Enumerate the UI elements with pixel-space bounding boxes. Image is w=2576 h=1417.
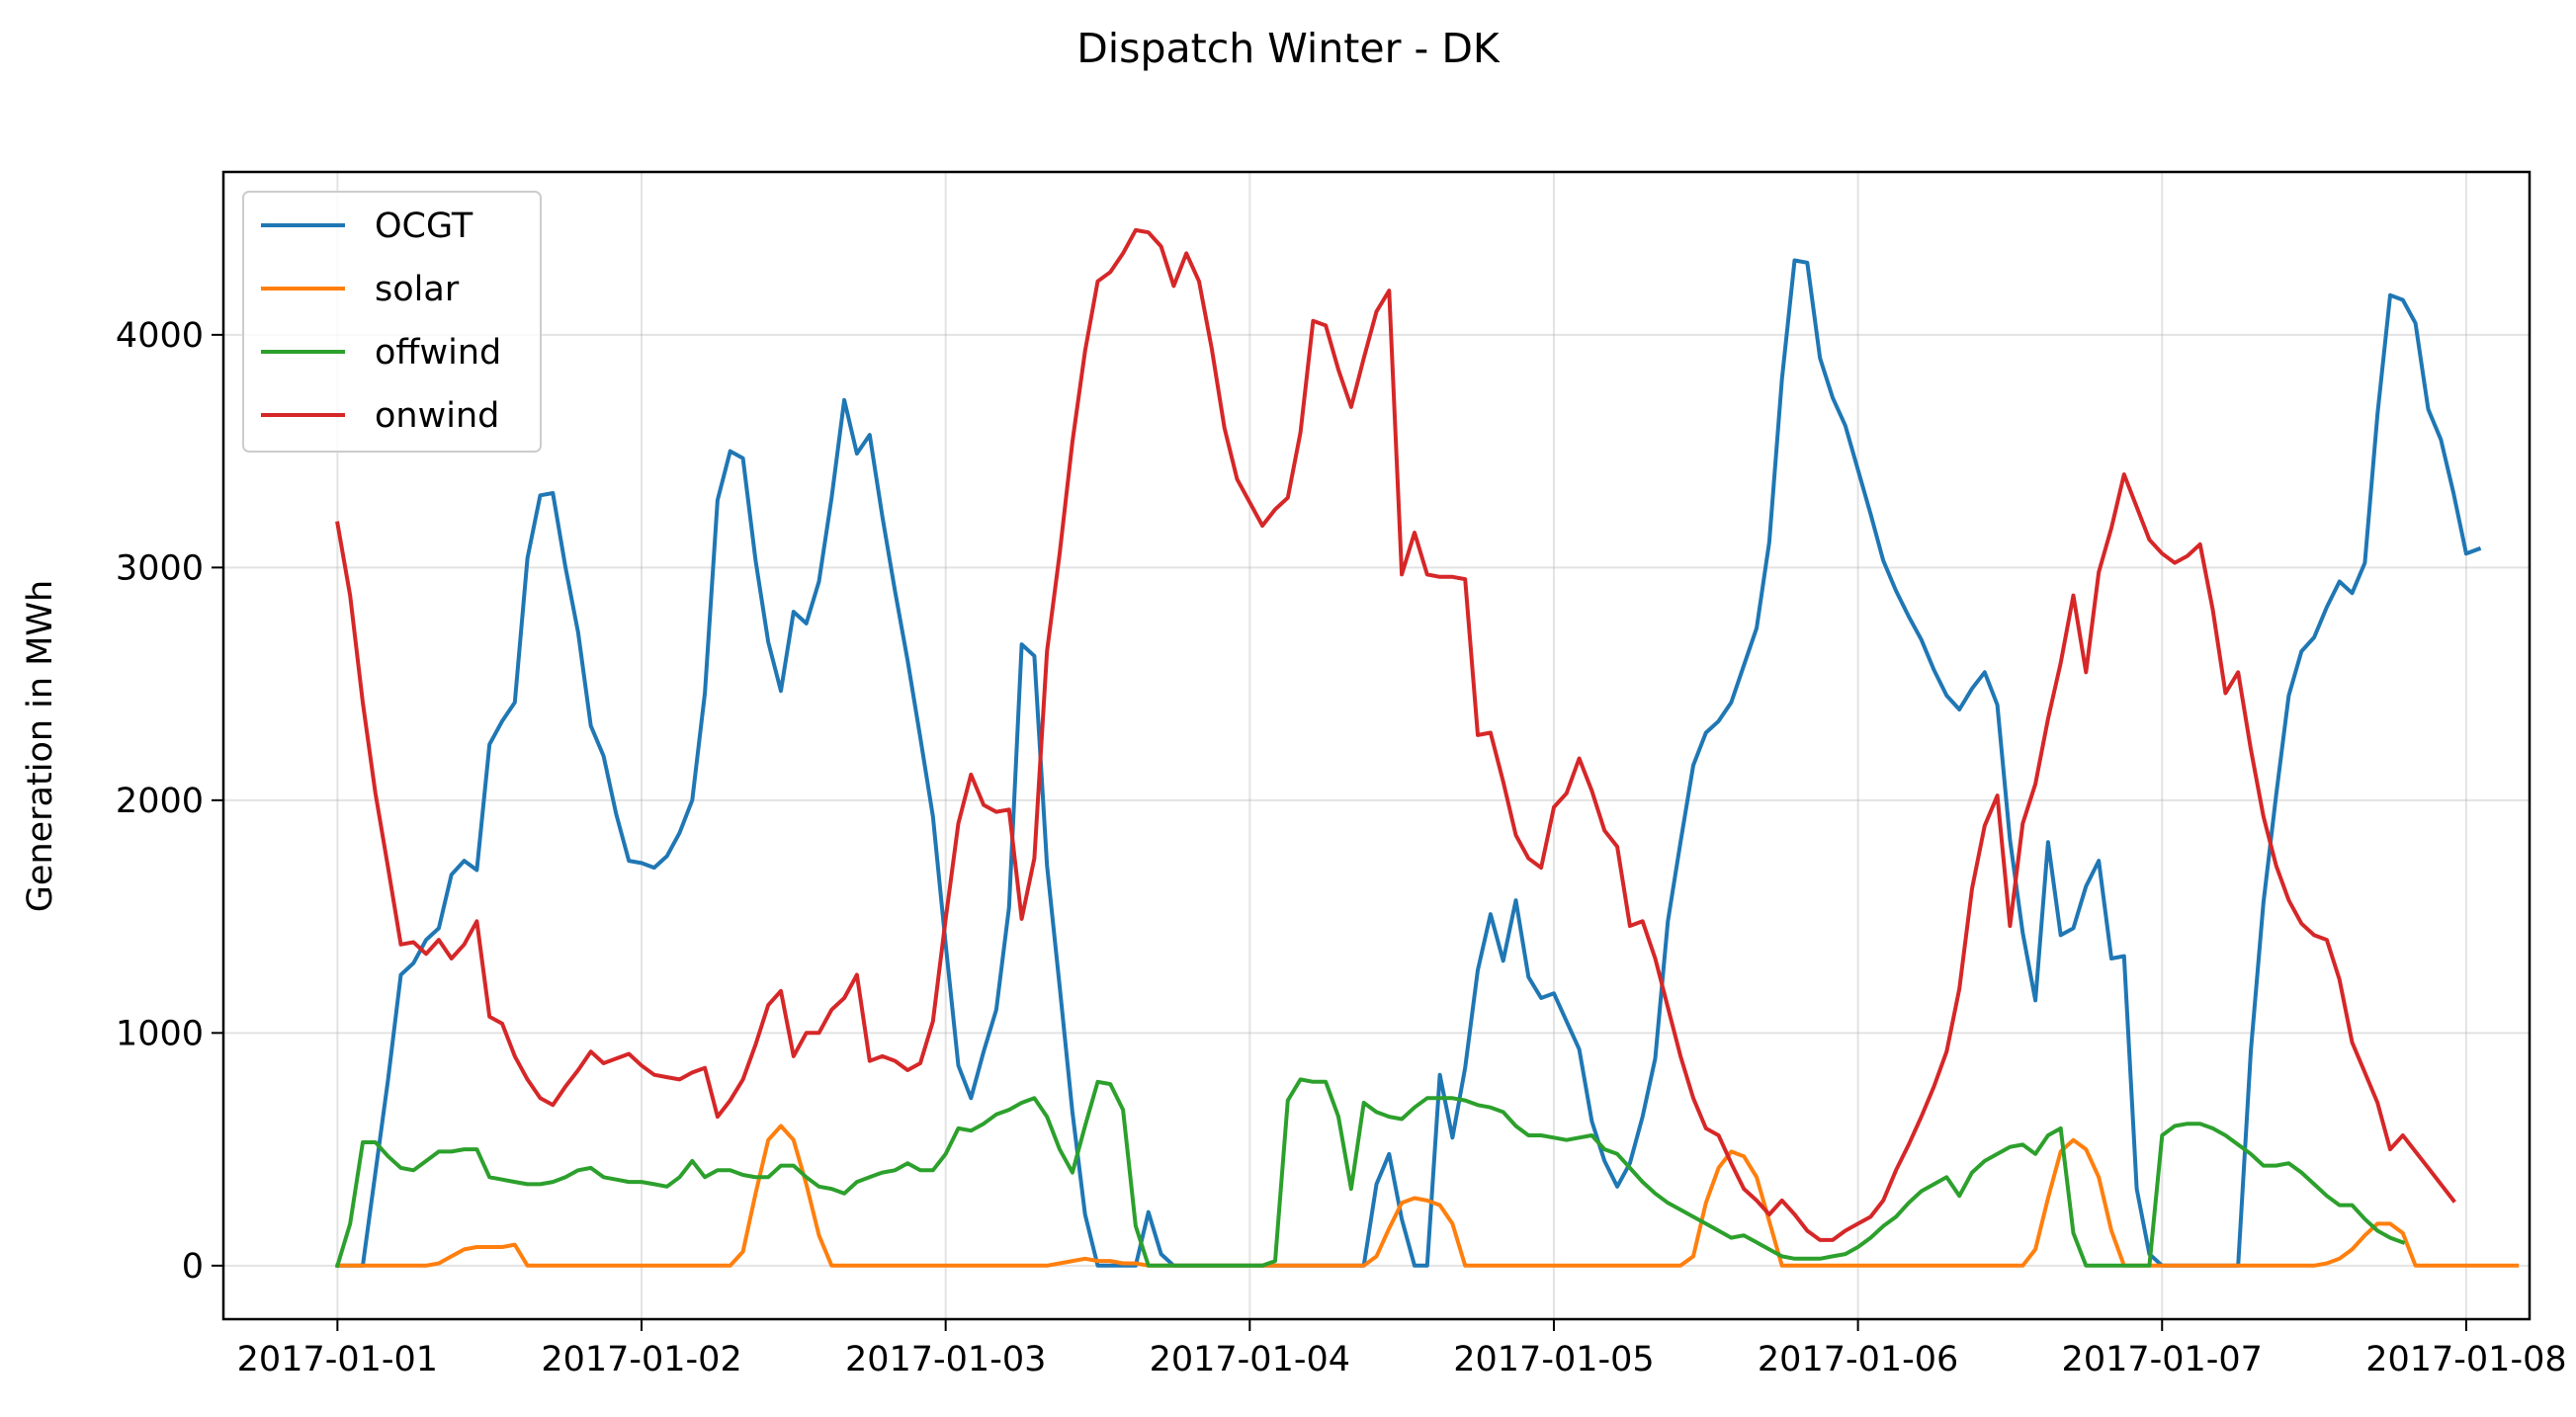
- axis-ticks: 2017-01-01 2017-01-02 2017-01-03 2017-01-04…: [116, 316, 2567, 1379]
- series-line-offwind: [334, 1077, 2406, 1269]
- y-tick-label: 2000: [116, 782, 204, 821]
- x-tick-label: 2017-01-01: [237, 1340, 438, 1379]
- legend-label-offwind: offwind: [375, 333, 501, 373]
- series-line-onwind: [335, 227, 2456, 1242]
- y-tick-label: 4000: [116, 316, 204, 356]
- x-tick-label: 2017-01-03: [845, 1340, 1046, 1379]
- y-tick-label: 1000: [116, 1014, 204, 1053]
- legend-box: [242, 191, 542, 453]
- x-tick-label: 2017-01-06: [1758, 1340, 1958, 1379]
- legend-label-ocgt: OCGT: [375, 207, 473, 246]
- legend-label-solar: solar: [375, 270, 460, 309]
- x-tick-label: 2017-01-04: [1150, 1340, 1350, 1379]
- series-lines: [334, 227, 2520, 1269]
- x-tick-label: 2017-01-08: [2365, 1340, 2566, 1379]
- x-tick-label: 2017-01-02: [541, 1340, 741, 1379]
- chart-title: Dispatch Winter - DK: [1076, 25, 1501, 72]
- y-axis-label: Generation in MWh: [21, 580, 60, 912]
- x-tick-label: 2017-01-05: [1453, 1340, 1654, 1379]
- legend: OCGT solar offwind onwind: [242, 191, 542, 453]
- series-line-solar: [335, 1124, 2520, 1268]
- series-line-ocgt: [335, 258, 2482, 1268]
- legend-label-onwind: onwind: [375, 396, 499, 436]
- x-tick-label: 2017-01-07: [2062, 1340, 2263, 1379]
- plot-area-frame: [221, 170, 2532, 1321]
- y-tick-label: 3000: [116, 548, 204, 588]
- y-tick-label: 0: [182, 1247, 204, 1287]
